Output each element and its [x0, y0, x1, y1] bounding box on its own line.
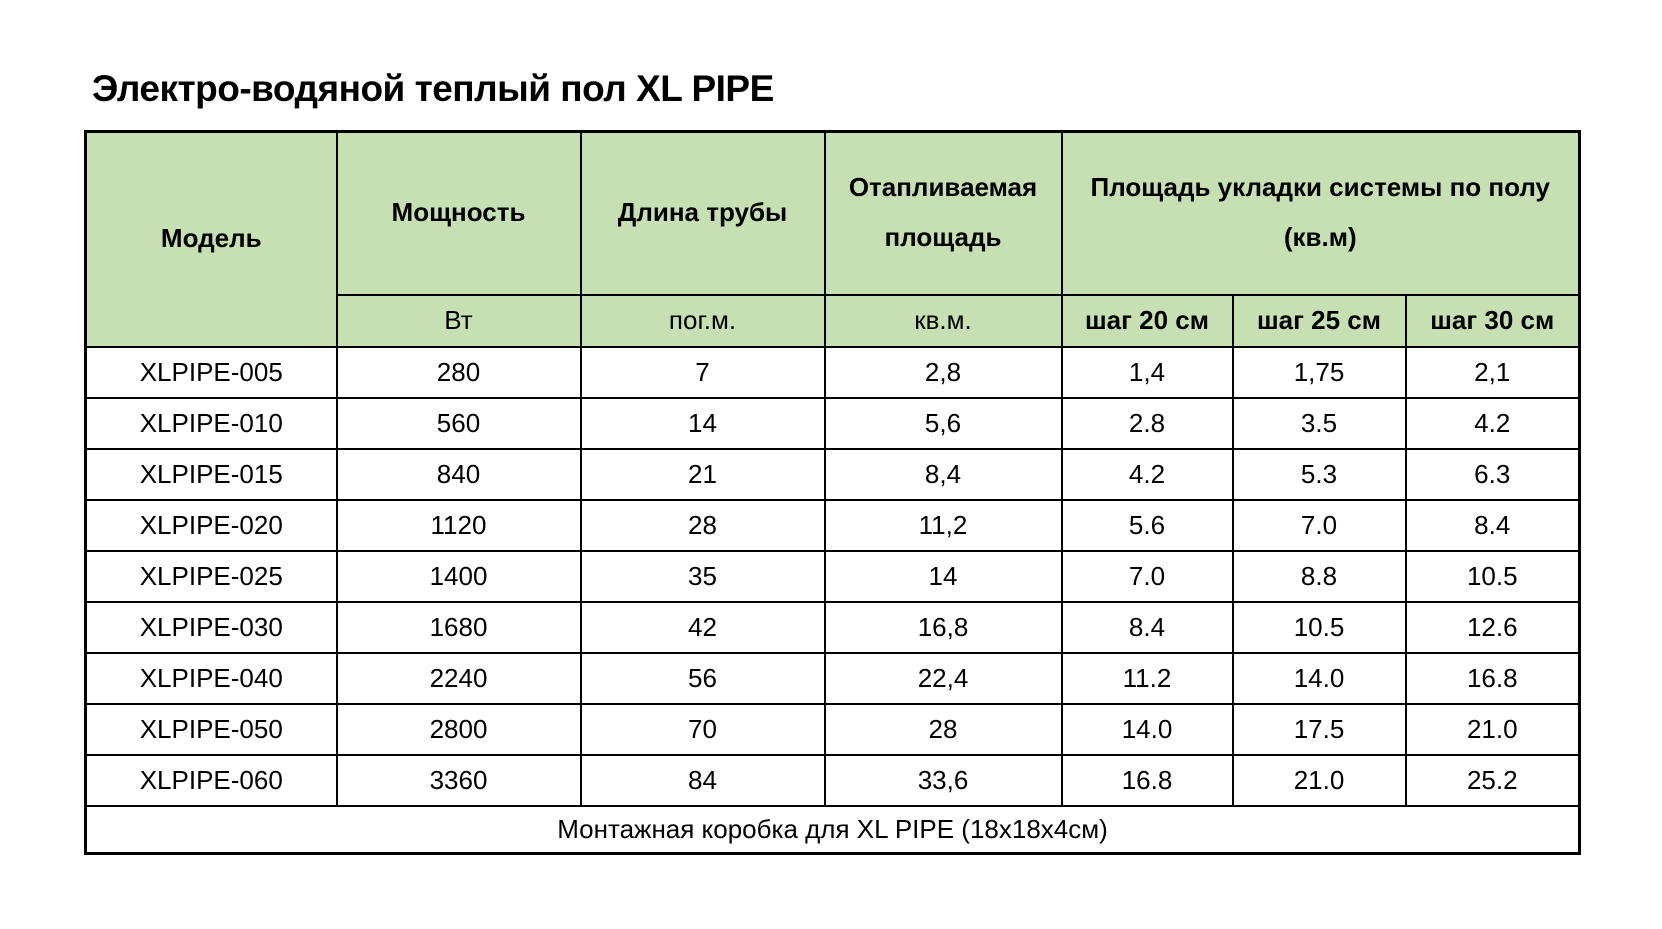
cell-model: XLPIPE-005 [84, 345, 338, 399]
cell-area: 2,8 [823, 345, 1063, 399]
cell-length: 84 [579, 753, 826, 807]
cell-area: 16,8 [823, 600, 1063, 654]
footer-note: Монтажная коробка для XL PIPE (18х18х4см… [84, 804, 1581, 855]
cell-step20: 8.4 [1060, 600, 1234, 654]
cell-step25: 8.8 [1231, 549, 1407, 603]
cell-power: 2800 [335, 702, 582, 756]
cell-power: 3360 [335, 753, 582, 807]
cell-area: 11,2 [823, 498, 1063, 552]
cell-length: 56 [579, 651, 826, 705]
cell-area: 5,6 [823, 396, 1063, 450]
cell-model: XLPIPE-060 [84, 753, 338, 807]
cell-model: XLPIPE-050 [84, 702, 338, 756]
col-header-step-25: шаг 25 см [1231, 293, 1407, 348]
cell-power: 2240 [335, 651, 582, 705]
cell-length: 7 [579, 345, 826, 399]
col-header-step-20: шаг 20 см [1060, 293, 1234, 348]
spec-table-container: Модель Мощность Длина трубы Отапливаемая… [84, 130, 1582, 855]
cell-step20: 2.8 [1060, 396, 1234, 450]
cell-step30: 12.6 [1404, 600, 1581, 654]
header-row-units: Вт пог.м. кв.м. шаг 20 см шаг 25 см шаг … [86, 293, 1581, 348]
cell-area: 22,4 [823, 651, 1063, 705]
cell-area: 33,6 [823, 753, 1063, 807]
table-row: XLPIPE-040 2240 56 22,4 11.2 14.0 16.8 [84, 651, 1581, 705]
cell-step20: 16.8 [1060, 753, 1234, 807]
cell-step20: 1,4 [1060, 345, 1234, 399]
cell-step30: 25.2 [1404, 753, 1581, 807]
cell-step25: 14.0 [1231, 651, 1407, 705]
table-row: XLPIPE-015 840 21 8,4 4.2 5.3 6.3 [84, 447, 1581, 501]
table-row: XLPIPE-010 560 14 5,6 2.8 3.5 4.2 [84, 396, 1581, 450]
cell-power: 560 [335, 396, 582, 450]
cell-step30: 21.0 [1404, 702, 1581, 756]
table-row: XLPIPE-050 2800 70 28 14.0 17.5 21.0 [84, 702, 1581, 756]
page-title: Электро-водяной теплый пол XL PIPE [92, 68, 774, 109]
spec-table: Модель Мощность Длина трубы Отапливаемая… [84, 130, 1582, 855]
cell-step20: 11.2 [1060, 651, 1234, 705]
col-header-model: Модель [84, 130, 338, 348]
cell-model: XLPIPE-010 [84, 396, 338, 450]
cell-step30: 16.8 [1404, 651, 1581, 705]
cell-step20: 7.0 [1060, 549, 1234, 603]
cell-power: 280 [335, 345, 582, 399]
unit-heated-area: кв.м. [823, 293, 1063, 348]
cell-area: 14 [823, 549, 1063, 603]
cell-step20: 4.2 [1060, 447, 1234, 501]
cell-power: 1680 [335, 600, 582, 654]
table-row: XLPIPE-005 280 7 2,8 1,4 1,75 2,1 [84, 345, 1581, 399]
cell-step25: 3.5 [1231, 396, 1407, 450]
col-header-layout-area-group: Площадь укладки системы по полу (кв.м) [1060, 130, 1581, 296]
table-row: XLPIPE-060 3360 84 33,6 16.8 21.0 25.2 [84, 753, 1581, 807]
cell-model: XLPIPE-015 [84, 447, 338, 501]
cell-length: 14 [579, 396, 826, 450]
table-row: XLPIPE-025 1400 35 14 7.0 8.8 10.5 [84, 549, 1581, 603]
table-body: XLPIPE-005 280 7 2,8 1,4 1,75 2,1 XLPIPE… [84, 345, 1581, 807]
cell-step30: 6.3 [1404, 447, 1581, 501]
table-footer: Монтажная коробка для XL PIPE (18х18х4см… [84, 804, 1581, 855]
cell-power: 1120 [335, 498, 582, 552]
cell-area: 28 [823, 702, 1063, 756]
cell-length: 70 [579, 702, 826, 756]
header-row-main: Модель Мощность Длина трубы Отапливаемая… [84, 130, 1581, 348]
cell-model: XLPIPE-030 [84, 600, 338, 654]
table-header: Модель Мощность Длина трубы Отапливаемая… [84, 130, 1581, 348]
cell-power: 840 [335, 447, 582, 501]
col-header-step-30: шаг 30 см [1404, 293, 1581, 348]
cell-length: 42 [579, 600, 826, 654]
cell-step30: 4.2 [1404, 396, 1581, 450]
cell-length: 21 [579, 447, 826, 501]
cell-length: 35 [579, 549, 826, 603]
cell-step25: 5.3 [1231, 447, 1407, 501]
cell-model: XLPIPE-025 [84, 549, 338, 603]
unit-power: Вт [335, 293, 582, 348]
cell-step20: 5.6 [1060, 498, 1234, 552]
cell-area: 8,4 [823, 447, 1063, 501]
unit-pipe-length: пог.м. [579, 293, 826, 348]
cell-step30: 10.5 [1404, 549, 1581, 603]
cell-step25: 17.5 [1231, 702, 1407, 756]
cell-step25: 21.0 [1231, 753, 1407, 807]
footer-row: Монтажная коробка для XL PIPE (18х18х4см… [84, 804, 1581, 855]
col-header-heated-area: Отапливаемая площадь [823, 130, 1063, 296]
cell-length: 28 [579, 498, 826, 552]
cell-step25: 10.5 [1231, 600, 1407, 654]
cell-model: XLPIPE-040 [84, 651, 338, 705]
col-header-pipe-length: Длина трубы [579, 130, 826, 296]
table-row: XLPIPE-030 1680 42 16,8 8.4 10.5 12.6 [84, 600, 1581, 654]
cell-step25: 7.0 [1231, 498, 1407, 552]
cell-model: XLPIPE-020 [84, 498, 338, 552]
cell-step30: 2,1 [1404, 345, 1581, 399]
table-row: XLPIPE-020 1120 28 11,2 5.6 7.0 8.4 [84, 498, 1581, 552]
cell-step20: 14.0 [1060, 702, 1234, 756]
cell-power: 1400 [335, 549, 582, 603]
col-header-power: Мощность [335, 130, 582, 296]
cell-step25: 1,75 [1231, 345, 1407, 399]
cell-step30: 8.4 [1404, 498, 1581, 552]
